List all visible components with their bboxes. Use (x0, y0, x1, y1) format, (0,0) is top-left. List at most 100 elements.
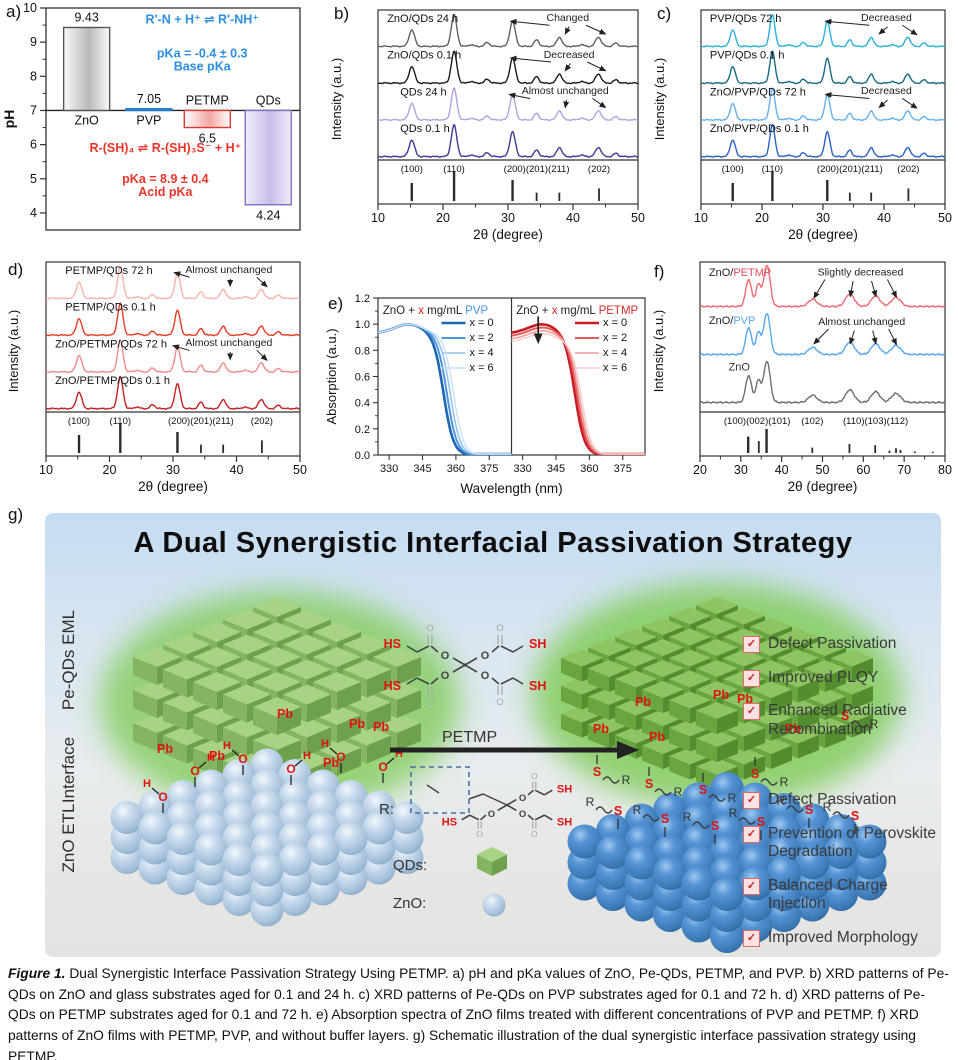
svg-text:6: 6 (30, 138, 37, 152)
svg-text:50: 50 (816, 463, 830, 477)
checkbox-icon: ✓ (743, 636, 760, 653)
svg-text:(110)(103)(112): (110)(103)(112) (843, 416, 908, 427)
figure-caption: Figure 1. Dual Synergistic Interface Pas… (8, 964, 950, 1060)
svg-text:PVP: PVP (136, 113, 161, 127)
svg-text:H: H (303, 750, 311, 762)
checklist-item: ✓ Prevention of Perovskite Degradation (743, 825, 941, 862)
layer-label-zno-etl: ZnO ETL (59, 803, 78, 873)
svg-text:(100): (100) (68, 416, 90, 427)
checklist-item-label: Balanced Charge Injection (768, 876, 888, 913)
svg-text:Base pKa: Base pKa (174, 60, 232, 74)
svg-text:x = 6: x = 6 (470, 362, 494, 374)
svg-text:30: 30 (816, 211, 830, 225)
svg-text:O: O (441, 650, 450, 662)
svg-text:345: 345 (413, 463, 431, 475)
svg-text:0.6: 0.6 (355, 372, 370, 384)
panel-f-tag: f) (654, 262, 665, 281)
layer-label-peqds-eml: Pe-QDs EML (59, 609, 78, 711)
svg-text:O: O (476, 829, 483, 839)
svg-text:R: R (870, 717, 879, 731)
svg-text:SH: SH (557, 816, 572, 828)
svg-text:375: 375 (480, 463, 498, 475)
svg-text:QDs 0.1 h: QDs 0.1 h (400, 123, 450, 135)
svg-text:(110): (110) (443, 164, 464, 175)
svg-text:375: 375 (614, 463, 632, 475)
svg-text:Decreased: Decreased (544, 49, 595, 61)
xrd-chart-zno-films: 20 30 40 50 60 70 80 2θ (degree) Intensity (a.u.… (651, 261, 952, 494)
svg-text:pKa = -0.4 ± 0.3: pKa = -0.4 ± 0.3 (157, 47, 248, 61)
absorption-chart: 0.0 0.2 0.4 0.6 0.8 1.0 1.2 Absorption (a.u.) Wa… (324, 293, 646, 496)
svg-text:Pb: Pb (209, 749, 225, 763)
panel-a-tag: a) (6, 2, 22, 21)
svg-text:H: H (321, 738, 329, 750)
svg-text:2θ (degree): 2θ (degree) (788, 479, 858, 494)
svg-text:x = 4: x = 4 (603, 347, 627, 359)
svg-text:0.2: 0.2 (355, 424, 370, 436)
svg-text:20: 20 (103, 463, 117, 477)
svg-text:1.2: 1.2 (355, 293, 370, 305)
svg-text:R-(SH)₄ ⇌ R-(SH)₃S⁻ + H⁺: R-(SH)₄ ⇌ R-(SH)₃S⁻ + H⁺ (90, 141, 242, 155)
svg-text:HS: HS (384, 637, 401, 651)
r-group-label: R: (379, 801, 394, 818)
svg-text:Pb: Pb (323, 756, 339, 770)
panel-g: O H O H O H O H O H O H Pb Pb Pb Pb Pb Pb Pb Pb Pb Pb Pb Pb S R S R… (45, 513, 941, 957)
checklist-item: ✓ Enhanced Radiative Recombination (743, 702, 941, 739)
svg-text:60: 60 (856, 463, 870, 477)
svg-text:360: 360 (580, 463, 598, 475)
svg-text:x = 2: x = 2 (603, 332, 627, 344)
svg-text:S: S (841, 709, 849, 723)
svg-text:ZnO/QDs 0.1 h: ZnO/QDs 0.1 h (387, 50, 461, 62)
svg-text:O: O (481, 650, 490, 662)
svg-text:9: 9 (30, 35, 37, 49)
svg-text:50: 50 (293, 463, 307, 477)
svg-text:ZnO: ZnO (729, 361, 751, 373)
svg-text:(100): (100) (401, 164, 423, 175)
panel-a: a) 4 5 6 7 8 9 10 pH 9.43 ZnO 7.05 PVP 6.5 PETMP 4.24 Q… (0, 0, 320, 252)
svg-text:O: O (519, 809, 526, 820)
svg-text:S: S (711, 819, 719, 833)
svg-text:ZnO/QDs 24 h: ZnO/QDs 24 h (387, 13, 458, 25)
svg-text:R: R (674, 785, 683, 799)
svg-text:30: 30 (166, 463, 180, 477)
svg-text:H: H (223, 740, 231, 752)
svg-text:360: 360 (447, 463, 465, 475)
svg-text:O: O (496, 623, 503, 634)
svg-text:Pb: Pb (157, 742, 173, 756)
checkbox-icon: ✓ (743, 669, 760, 687)
svg-text:ZnO/PETMP/QDs 0.1 h: ZnO/PETMP/QDs 0.1 h (55, 375, 170, 387)
svg-text:ZnO/PETMP: ZnO/PETMP (709, 267, 771, 279)
svg-text:Changed: Changed (546, 12, 589, 24)
svg-text:4.24: 4.24 (256, 209, 280, 223)
svg-text:7: 7 (30, 103, 37, 117)
svg-text:40: 40 (775, 463, 789, 477)
xrd-chart-zno-qds: 10 20 30 40 50 2θ (degree) Intensity (a.u.) ZnO… (329, 9, 645, 242)
legend-zno-label: ZnO: (393, 895, 427, 912)
svg-text:ZnO: ZnO (74, 113, 99, 127)
checklist-item-label: Defect Passivation (768, 791, 897, 808)
svg-text:Pb: Pb (593, 722, 609, 736)
svg-text:Almost unchanged: Almost unchanged (185, 264, 272, 276)
svg-text:pH: pH (1, 110, 17, 129)
svg-text:SH: SH (529, 679, 546, 693)
svg-text:ZnO/PETMP/QDs 72 h: ZnO/PETMP/QDs 72 h (55, 338, 167, 350)
svg-text:R: R (633, 803, 642, 817)
svg-text:20: 20 (693, 463, 707, 477)
svg-text:Pb: Pb (785, 722, 801, 736)
xrd-chart-petmp-qds: 10 20 30 40 50 2θ (degree) Intensity (a.u.) PET… (6, 261, 307, 494)
panel-c: c) 10 20 30 40 50 2θ (degree) Intensity (a.u.)… (645, 0, 958, 252)
svg-text:(200)(201)(211): (200)(201)(211) (817, 164, 883, 175)
svg-text:40: 40 (877, 211, 891, 225)
checklist-eml-benefits: ✓ Defect Passivation ✓ Improved PLQY ✓ E… (743, 635, 941, 754)
svg-text:(202): (202) (897, 164, 919, 175)
svg-text:8: 8 (30, 69, 37, 83)
xrd-chart-pvp-qds: 10 20 30 40 50 2θ (degree) Intensity (a.u.) PVP… (652, 9, 952, 242)
svg-text:5: 5 (30, 172, 37, 186)
svg-text:O: O (158, 790, 167, 804)
svg-text:Intensity (a.u.): Intensity (a.u.) (6, 310, 21, 392)
svg-text:R: R (823, 800, 832, 814)
svg-text:6.5: 6.5 (199, 132, 216, 146)
svg-text:S: S (751, 767, 759, 781)
svg-text:S: S (805, 803, 813, 817)
svg-text:R: R (728, 791, 737, 805)
svg-text:R: R (780, 775, 789, 789)
